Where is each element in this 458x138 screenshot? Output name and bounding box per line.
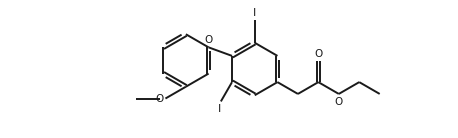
Text: O: O (155, 94, 164, 104)
Text: O: O (335, 97, 343, 107)
Text: O: O (204, 35, 213, 45)
Text: I: I (253, 9, 256, 18)
Text: I: I (218, 104, 222, 114)
Text: O: O (314, 49, 322, 59)
